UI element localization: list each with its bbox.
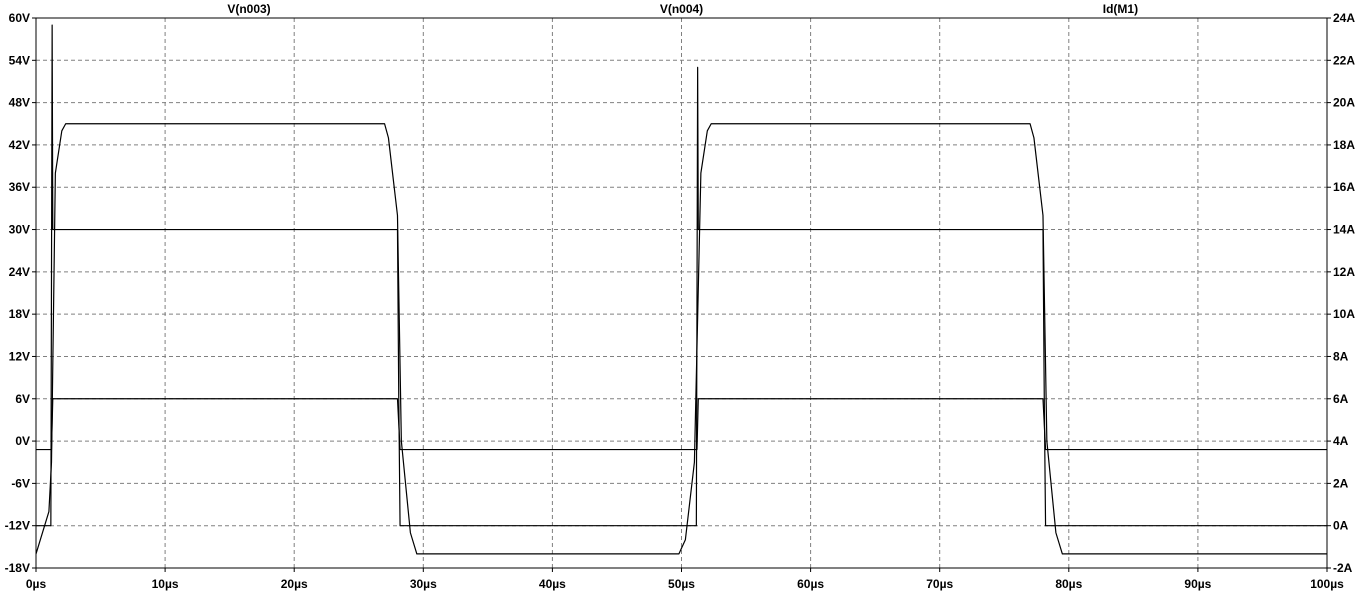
y-left-tick-label: 12V — [9, 349, 30, 363]
y-right-tick-label: 2A — [1333, 476, 1349, 490]
y-right-tick-label: 24A — [1333, 11, 1355, 25]
x-tick-label: 40µs — [539, 577, 566, 591]
y-axis-left-ticks: 60V 54V 48V 42V 36V 30V 24V 18V 12V 6V 0V -6V -12V -1… — [5, 11, 36, 575]
traces — [35, 24, 1327, 555]
y-right-tick-label: 22A — [1333, 53, 1355, 67]
y-right-tick-label: 12A — [1333, 265, 1355, 279]
y-right-tick-label: 14A — [1333, 223, 1355, 237]
y-right-tick-label: 4A — [1333, 434, 1349, 448]
trace-titles: V(n003) V(n004) Id(M1) — [227, 2, 1138, 16]
y-right-tick-label: 18A — [1333, 138, 1355, 152]
y-left-tick-label: 30V — [9, 223, 30, 237]
y-left-tick-label: -18V — [5, 561, 30, 575]
y-left-tick-label: -12V — [5, 519, 30, 533]
x-tick-label: 80µs — [1055, 577, 1082, 591]
y-left-tick-label: 54V — [9, 53, 30, 67]
y-right-tick-label: 20A — [1333, 96, 1355, 110]
trace-v-n004 — [36, 24, 1327, 527]
x-axis-ticks: 0µs 10µs 20µs 30µs 40µs 50µs 60µs 70µs 80µs 90µs 1… — [26, 568, 1344, 591]
y-left-tick-label: 18V — [9, 307, 30, 321]
y-right-tick-label: 0A — [1333, 519, 1349, 533]
y-right-tick-label: 10A — [1333, 307, 1355, 321]
x-tick-label: 70µs — [926, 577, 953, 591]
x-tick-label: 60µs — [797, 577, 824, 591]
trace-title: V(n004) — [660, 2, 703, 16]
y-left-tick-label: 0V — [15, 434, 30, 448]
y-left-tick-label: 60V — [9, 11, 30, 25]
trace-title: V(n003) — [227, 2, 270, 16]
x-tick-label: 30µs — [410, 577, 437, 591]
y-right-tick-label: -2A — [1333, 561, 1353, 575]
grid-lines — [36, 18, 1327, 568]
y-right-tick-label: 6A — [1333, 392, 1349, 406]
x-tick-label: 90µs — [1184, 577, 1211, 591]
y-left-tick-label: 6V — [15, 392, 30, 406]
x-tick-label: 0µs — [26, 577, 47, 591]
y-left-tick-label: -6V — [11, 476, 30, 490]
x-tick-label: 20µs — [281, 577, 308, 591]
y-right-tick-label: 16A — [1333, 180, 1355, 194]
y-left-tick-label: 36V — [9, 180, 30, 194]
y-left-tick-label: 48V — [9, 96, 30, 110]
trace-v-n003 — [35, 123, 1327, 555]
x-tick-label: 50µs — [668, 577, 695, 591]
trace-title: Id(M1) — [1103, 2, 1138, 16]
y-left-tick-label: 24V — [9, 265, 30, 279]
y-right-tick-label: 8A — [1333, 349, 1349, 363]
x-tick-label: 100µs — [1310, 577, 1344, 591]
y-left-tick-label: 42V — [9, 138, 30, 152]
trace-id-m1 — [36, 398, 1327, 451]
y-axis-right-ticks: 24A 22A 20A 18A 16A 14A 12A 10A 8A 6A 4A 2A 0A -2A — [1327, 11, 1355, 575]
x-tick-label: 10µs — [152, 577, 179, 591]
